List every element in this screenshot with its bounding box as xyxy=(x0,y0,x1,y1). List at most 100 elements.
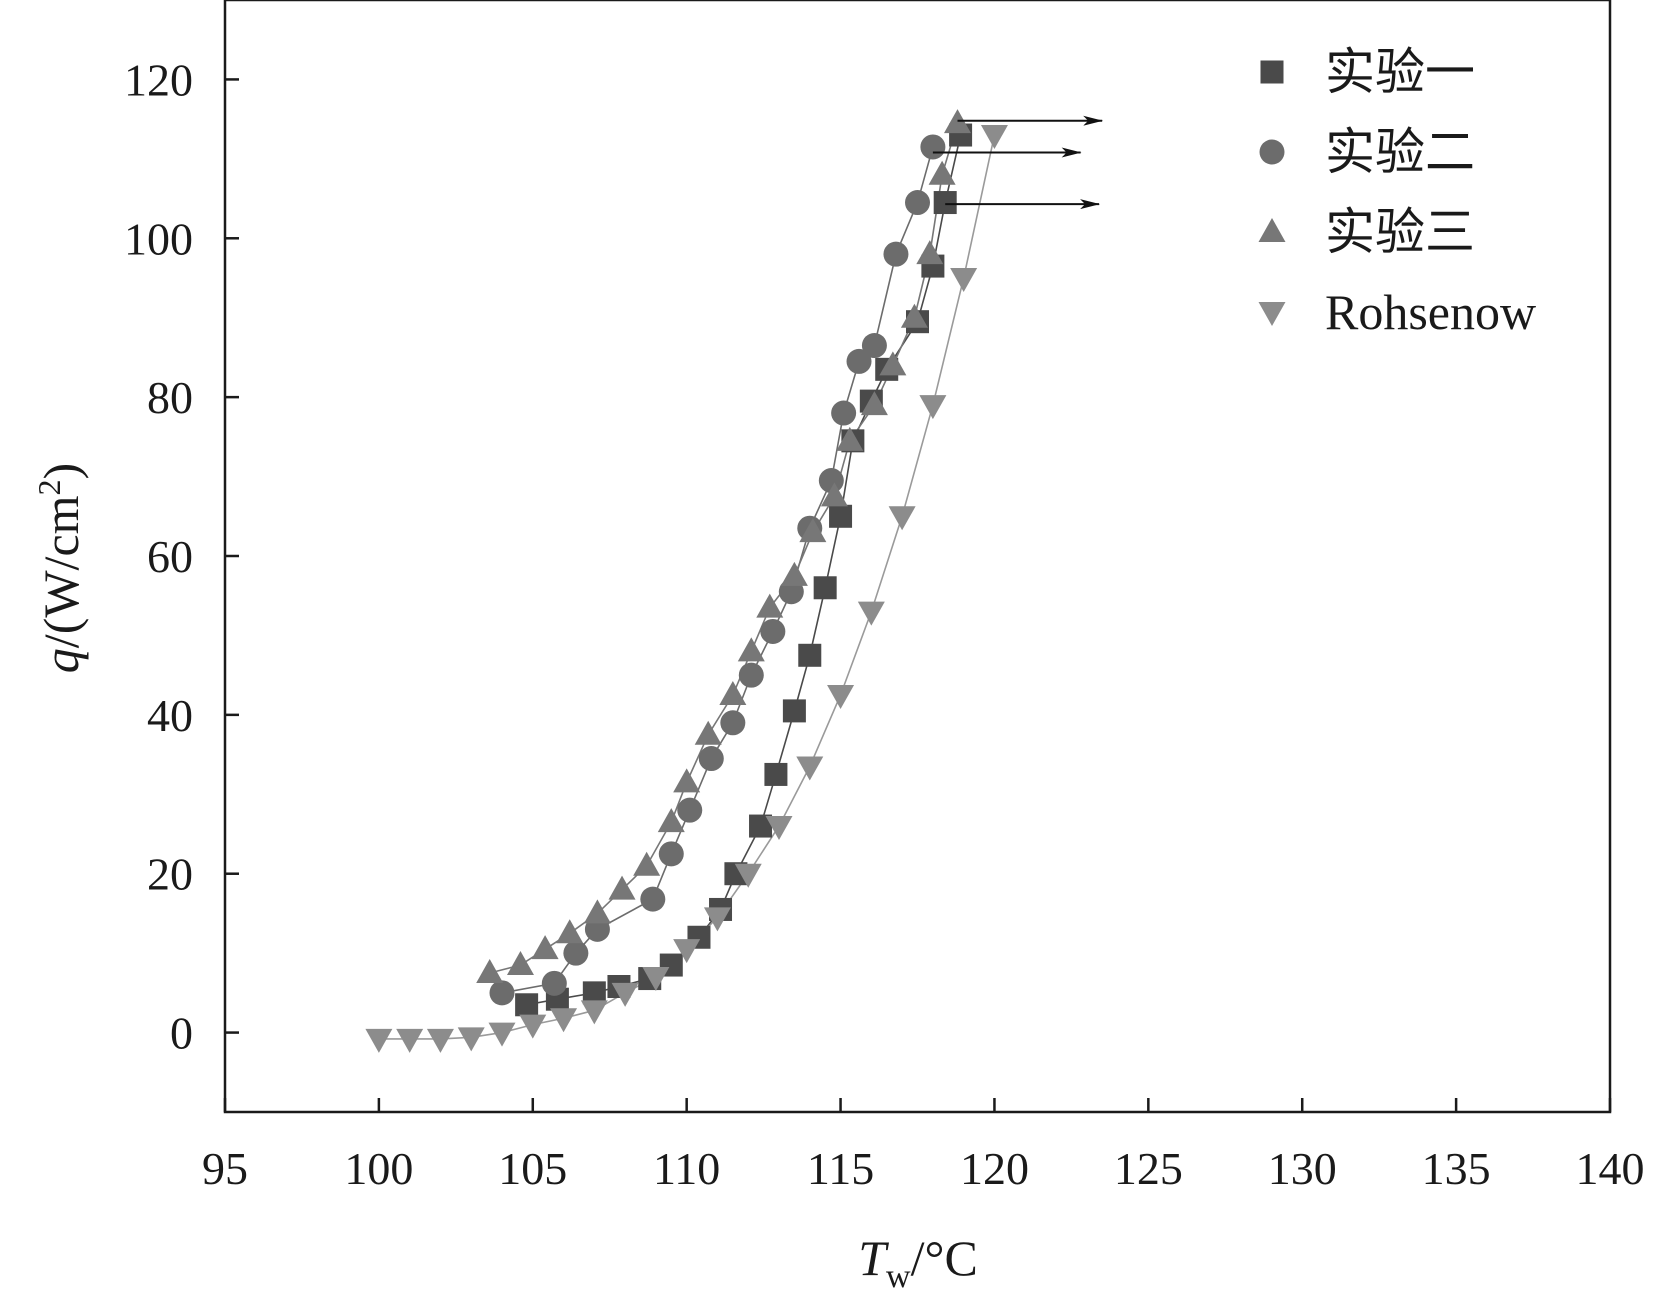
data-point xyxy=(673,939,701,964)
data-point xyxy=(919,395,947,420)
y-axis-title: q/(W/cm2) xyxy=(31,463,89,673)
data-point xyxy=(657,808,685,833)
legend-label: 实验一 xyxy=(1325,44,1475,100)
data-point xyxy=(798,643,822,667)
y-tick-label: 40 xyxy=(147,690,193,741)
series-line-4 xyxy=(378,134,996,1040)
y-tick-label: 0 xyxy=(170,1008,193,1059)
x-tick-label: 125 xyxy=(1114,1143,1183,1194)
data-point xyxy=(933,191,957,215)
y-tick-label: 80 xyxy=(147,372,193,423)
data-point xyxy=(556,919,584,944)
data-point xyxy=(640,886,666,912)
data-point xyxy=(829,504,853,528)
y-tick-label: 120 xyxy=(124,54,193,105)
x-tick-label: 95 xyxy=(202,1143,248,1194)
y-axis-title-unit: /(W/cm xyxy=(33,495,89,648)
data-point xyxy=(900,303,928,328)
data-point xyxy=(519,1014,547,1039)
data-point xyxy=(734,863,762,888)
x-axis-title: Tw/°C xyxy=(858,1230,978,1295)
data-point xyxy=(765,816,793,841)
series-2-points xyxy=(489,134,946,1006)
data-point xyxy=(888,506,916,531)
legend-marker xyxy=(1258,302,1286,326)
x-axis: 95 100 105 110 115 120 125 130 135 140 xyxy=(202,1098,1645,1194)
data-point xyxy=(531,935,559,960)
x-tick-label: 130 xyxy=(1268,1143,1337,1194)
data-point xyxy=(861,333,887,359)
data-point xyxy=(796,756,824,781)
data-point xyxy=(673,768,701,793)
y-axis-title-superscript: 2 xyxy=(31,479,67,495)
data-point xyxy=(541,970,567,996)
data-point xyxy=(583,899,611,924)
data-point xyxy=(489,980,515,1006)
data-point xyxy=(782,699,806,723)
x-tick-label: 105 xyxy=(498,1143,567,1194)
data-point xyxy=(642,966,670,991)
series-line-2 xyxy=(501,146,934,994)
data-point xyxy=(365,1028,393,1053)
data-point xyxy=(883,241,909,267)
series-3-points xyxy=(476,109,972,983)
data-point xyxy=(563,940,589,966)
legend-marker xyxy=(1259,139,1285,165)
data-point xyxy=(860,391,888,416)
data-point xyxy=(764,762,788,786)
data-point xyxy=(916,240,944,265)
data-point xyxy=(703,907,731,932)
data-point xyxy=(633,851,661,876)
data-point xyxy=(476,959,504,983)
data-point xyxy=(980,125,1008,150)
data-point xyxy=(760,618,786,644)
x-tick-label: 135 xyxy=(1422,1143,1491,1194)
data-point xyxy=(780,561,808,586)
x-tick-label: 100 xyxy=(344,1143,413,1194)
y-tick-label: 20 xyxy=(147,849,193,900)
data-point xyxy=(658,841,684,867)
data-point xyxy=(756,593,784,618)
data-point xyxy=(749,814,773,838)
legend-marker xyxy=(1258,218,1286,242)
x-tick-label: 120 xyxy=(960,1143,1029,1194)
data-point xyxy=(426,1028,454,1053)
data-point xyxy=(827,685,855,709)
data-point xyxy=(515,993,539,1017)
y-axis: 0 20 40 60 80 100 120 xyxy=(124,54,239,1059)
x-tick-label: 115 xyxy=(807,1143,874,1194)
data-point xyxy=(720,710,746,736)
data-point xyxy=(820,482,848,507)
y-tick-label: 100 xyxy=(124,213,193,264)
data-point xyxy=(582,981,606,1005)
data-point xyxy=(818,468,844,494)
legend-label: Rohsenow xyxy=(1325,284,1536,340)
data-point xyxy=(920,134,946,160)
x-axis-title-subscript: w xyxy=(886,1258,911,1295)
x-tick-label: 140 xyxy=(1576,1143,1645,1194)
data-point xyxy=(831,400,857,426)
data-point xyxy=(846,348,872,374)
data-point xyxy=(857,601,885,626)
data-point xyxy=(457,1027,485,1052)
data-point xyxy=(950,268,978,292)
data-point xyxy=(737,637,765,662)
x-axis-title-unit: /°C xyxy=(911,1230,978,1286)
legend-marker xyxy=(1260,60,1284,84)
data-point xyxy=(580,1000,608,1025)
series-4-points xyxy=(365,125,1008,1053)
data-point xyxy=(836,426,864,451)
y-axis-title-main: q xyxy=(33,648,89,673)
legend-label: 实验二 xyxy=(1325,124,1475,180)
x-tick-label: 110 xyxy=(653,1143,720,1194)
annotation-arrows xyxy=(932,115,1104,210)
data-point xyxy=(738,662,764,688)
data-point xyxy=(550,1008,578,1033)
y-axis-title-close: ) xyxy=(33,463,89,480)
data-point xyxy=(488,1022,516,1047)
x-axis-title-main: T xyxy=(858,1230,889,1286)
data-point xyxy=(905,190,930,216)
data-point xyxy=(694,720,722,745)
y-tick-label: 60 xyxy=(147,531,193,582)
